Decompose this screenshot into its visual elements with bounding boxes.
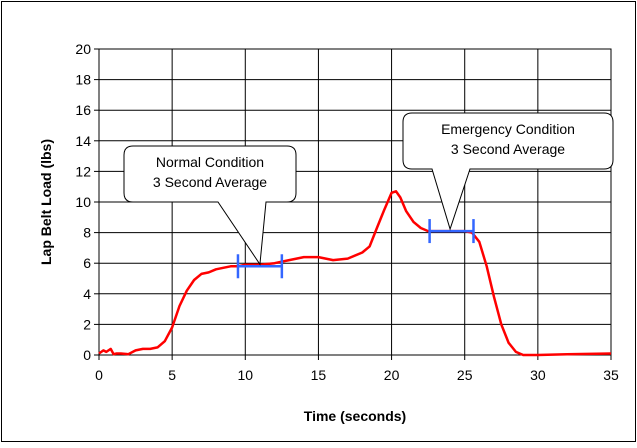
y-tick-label: 4 [83, 286, 91, 302]
y-tick-label: 12 [75, 163, 91, 179]
y-tick-label: 10 [75, 194, 91, 210]
x-tick-label: 10 [237, 367, 253, 383]
annotation-callout-box [123, 145, 297, 266]
axis-layer: 0 5 10 15 20 25 30 35 0 2 4 6 8 10 12 14 16 18 20 [75, 41, 619, 383]
annotation-callout-text: Normal Condition [156, 154, 264, 170]
y-tick-label: 8 [83, 225, 91, 241]
x-tick-label: 25 [457, 367, 473, 383]
y-tick-label: 2 [83, 316, 91, 332]
y-tick-label: 20 [75, 41, 91, 57]
x-tick-label: 30 [530, 367, 546, 383]
x-tick-label: 5 [168, 367, 176, 383]
annotation-callout-text: 3 Second Average [153, 174, 267, 190]
x-tick-label: 15 [311, 367, 327, 383]
annotation-callout-text: 3 Second Average [451, 141, 565, 157]
annotation-callout-box [402, 112, 614, 231]
x-tick-label: 0 [95, 367, 103, 383]
y-tick-label: 6 [83, 255, 91, 271]
y-tick-label: 18 [75, 72, 91, 88]
y-tick-label: 14 [75, 133, 91, 149]
x-tick-label: 35 [603, 367, 619, 383]
callout-layer: Normal Condition 3 Second Average Emergenc… [123, 112, 614, 266]
marker-layer [236, 219, 475, 279]
x-axis-title: Time (seconds) [304, 408, 406, 424]
y-axis-title: Lap Belt Load (lbs) [38, 139, 54, 265]
series-layer [98, 190, 612, 357]
series-line [98, 190, 612, 357]
annotation-callout-text: Emergency Condition [441, 121, 575, 137]
x-tick-label: 20 [384, 367, 400, 383]
y-tick-label: 16 [75, 102, 91, 118]
y-tick-label: 0 [83, 347, 91, 363]
